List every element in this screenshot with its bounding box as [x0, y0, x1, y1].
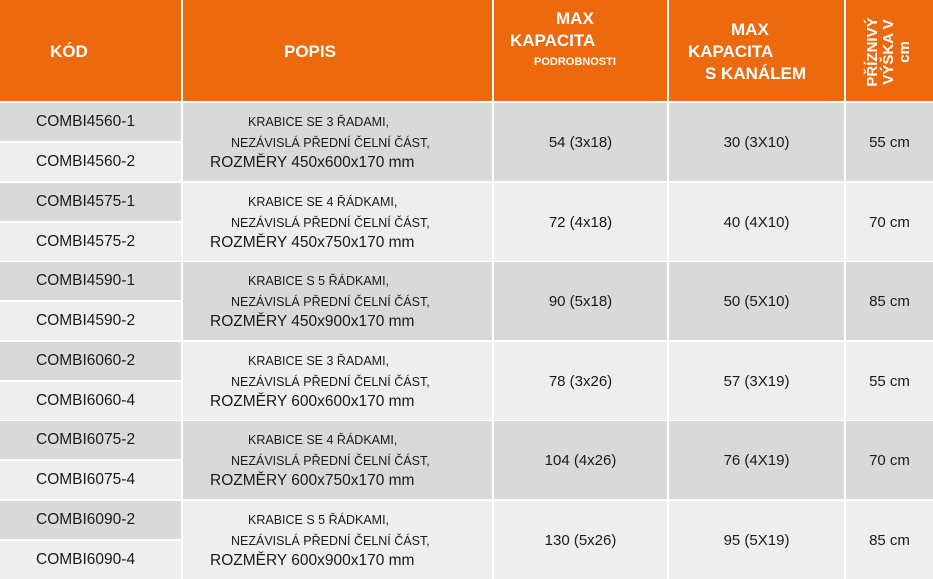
product-description: KRABICE SE 3 ŘADAMI, NEZÁVISLÁ PŘEDNÍ ČEL… — [183, 342, 492, 420]
description-line-2: NEZÁVISLÁ PŘEDNÍ ČELNÍ ČÁST, — [231, 454, 430, 468]
product-description: KRABICE SE 4 ŘÁDKAMI, NEZÁVISLÁ PŘEDNÍ ČE… — [183, 421, 492, 499]
height-value: 85 cm — [846, 262, 933, 340]
product-description: KRABICE S 5 ŘÁDKAMI, NEZÁVISLÁ PŘEDNÍ ČEL… — [183, 262, 492, 340]
header-max-capacity-cell: MAX KAPACITA PODROBNOSTI — [494, 0, 667, 101]
product-code: COMBI6090-4 — [0, 541, 181, 579]
product-code: COMBI6060-2 — [0, 342, 181, 380]
height-value: 85 cm — [846, 501, 933, 579]
header-height-cell: PŘÍZNIVÝ VÝŠKA V cm — [846, 0, 933, 101]
header-max-channel-cell: MAX KAPACITA S KANÁLEM — [669, 0, 844, 101]
header-code-cell: KÓD — [0, 0, 181, 101]
header-height-line1: PŘÍZNIVÝ — [864, 17, 881, 87]
header-max-capacity-line2: KAPACITA — [510, 31, 596, 50]
height-value: 70 cm — [846, 421, 933, 499]
height-value: 55 cm — [846, 103, 933, 181]
height-value: 70 cm — [846, 183, 933, 261]
max-channel-value: 76 (4X19) — [669, 421, 844, 499]
header-max-channel-line1: MAX — [731, 20, 769, 39]
header-code: KÓD — [50, 42, 88, 61]
height-value: 55 cm — [846, 342, 933, 420]
product-code: COMBI6075-4 — [0, 461, 181, 499]
description-line-1: KRABICE SE 3 ŘADAMI, — [248, 354, 390, 368]
max-capacity-value: 54 (3x18) — [494, 103, 667, 181]
product-code: COMBI4560-1 — [0, 103, 181, 141]
max-capacity-value: 72 (4x18) — [494, 183, 667, 261]
product-description: KRABICE S 5 ŘÁDKAMI, NEZÁVISLÁ PŘEDNÍ ČEL… — [183, 501, 492, 579]
description-line-2: NEZÁVISLÁ PŘEDNÍ ČELNÍ ČÁST, — [231, 216, 430, 230]
product-code: COMBI4590-1 — [0, 262, 181, 300]
description-dimensions: ROZMĚRY 600x900x170 mm — [210, 552, 415, 569]
max-capacity-value: 130 (5x26) — [494, 501, 667, 579]
product-code: COMBI6060-4 — [0, 382, 181, 420]
header-max-channel-line3: S KANÁLEM — [705, 64, 807, 83]
max-channel-value: 40 (4X10) — [669, 183, 844, 261]
header-height-line2: VÝŠKA V — [880, 19, 897, 85]
max-capacity-value: 90 (5x18) — [494, 262, 667, 340]
description-line-1: KRABICE SE 4 ŘÁDKAMI, — [248, 195, 398, 209]
description-line-1: KRABICE S 5 ŘÁDKAMI, — [248, 274, 390, 288]
description-dimensions: ROZMĚRY 450x750x170 mm — [210, 234, 415, 251]
description-line-2: NEZÁVISLÁ PŘEDNÍ ČELNÍ ČÁST, — [231, 375, 430, 389]
product-code: COMBI6075-2 — [0, 421, 181, 459]
product-code: COMBI6090-2 — [0, 501, 181, 539]
product-code: COMBI4575-1 — [0, 183, 181, 221]
description-dimensions: ROZMĚRY 600x600x170 mm — [210, 393, 415, 410]
description-line-2: NEZÁVISLÁ PŘEDNÍ ČELNÍ ČÁST, — [231, 534, 430, 548]
header-height-line3: cm — [896, 41, 913, 63]
max-channel-value: 30 (3X10) — [669, 103, 844, 181]
description-line-2: NEZÁVISLÁ PŘEDNÍ ČELNÍ ČÁST, — [231, 295, 430, 309]
product-code: COMBI4575-2 — [0, 223, 181, 261]
description-dimensions: ROZMĚRY 450x600x170 mm — [210, 154, 415, 171]
header-description: POPIS — [284, 42, 336, 61]
header-max-channel-line2: KAPACITA — [688, 42, 774, 61]
description-dimensions: ROZMĚRY 600x750x170 mm — [210, 472, 415, 489]
header-max-capacity-line3: PODROBNOSTI — [534, 56, 616, 68]
description-line-1: KRABICE SE 3 ŘADAMI, — [248, 115, 390, 129]
product-code: COMBI4590-2 — [0, 302, 181, 340]
product-code: COMBI4560-2 — [0, 143, 181, 181]
max-channel-value: 57 (3X19) — [669, 342, 844, 420]
max-capacity-value: 78 (3x26) — [494, 342, 667, 420]
description-line-1: KRABICE S 5 ŘÁDKAMI, — [248, 513, 390, 527]
max-channel-value: 50 (5X10) — [669, 262, 844, 340]
max-channel-value: 95 (5X19) — [669, 501, 844, 579]
product-description: KRABICE SE 4 ŘÁDKAMI, NEZÁVISLÁ PŘEDNÍ ČE… — [183, 183, 492, 261]
description-line-1: KRABICE SE 4 ŘÁDKAMI, — [248, 433, 398, 447]
product-description: KRABICE SE 3 ŘADAMI, NEZÁVISLÁ PŘEDNÍ ČEL… — [183, 103, 492, 181]
max-capacity-value: 104 (4x26) — [494, 421, 667, 499]
description-dimensions: ROZMĚRY 450x900x170 mm — [210, 313, 415, 330]
header-max-capacity-line1: MAX — [556, 9, 594, 28]
description-line-2: NEZÁVISLÁ PŘEDNÍ ČELNÍ ČÁST, — [231, 136, 430, 150]
header-description-cell: POPIS — [183, 0, 492, 101]
